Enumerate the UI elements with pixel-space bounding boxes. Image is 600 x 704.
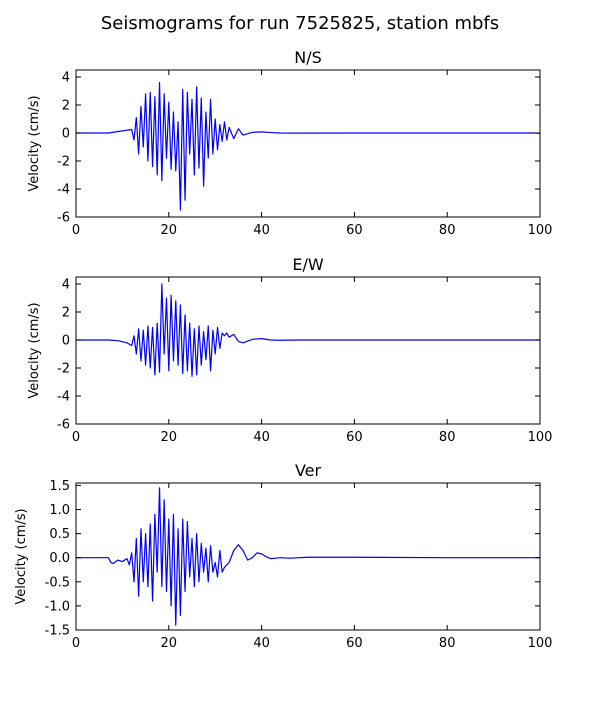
x-tick-label: 20 bbox=[161, 430, 178, 445]
x-tick-label: 60 bbox=[346, 636, 363, 651]
x-tick-label: 60 bbox=[346, 430, 363, 445]
x-tick-label: 0 bbox=[72, 223, 80, 238]
x-tick-label: 100 bbox=[528, 430, 553, 445]
x-tick-label: 80 bbox=[439, 223, 456, 238]
series-line-panel-2-1 bbox=[76, 283, 540, 377]
y-axis-label-1: Velocity (cm/s) bbox=[27, 95, 42, 191]
axes-frame-panel-1 bbox=[75, 69, 541, 218]
x-tick-label: 80 bbox=[439, 636, 456, 651]
x-tick-label: 80 bbox=[439, 430, 456, 445]
x-tick-label: 60 bbox=[346, 223, 363, 238]
y-tick-label: 0.5 bbox=[49, 527, 70, 542]
x-tick-label: 20 bbox=[161, 223, 178, 238]
y-tick-label: -6 bbox=[57, 211, 70, 226]
x-tick-label: 100 bbox=[528, 223, 553, 238]
panel-title-3: Ver bbox=[295, 461, 322, 480]
y-tick-label: 4 bbox=[62, 278, 70, 293]
y-axis-label-2: Velocity (cm/s) bbox=[27, 302, 42, 398]
y-tick-label: -0.5 bbox=[45, 575, 70, 590]
y-tick-label: 4 bbox=[62, 71, 70, 86]
y-axis-label-3: Velocity (cm/s) bbox=[14, 508, 29, 604]
series-line-panel-3-1 bbox=[76, 487, 540, 626]
axes-frame-panel-3 bbox=[75, 482, 541, 631]
x-tick-label: 40 bbox=[253, 223, 270, 238]
y-tick-label: -4 bbox=[57, 183, 70, 198]
y-tick-label: 0 bbox=[62, 127, 70, 142]
axes-frame-panel-2 bbox=[75, 276, 541, 425]
y-tick-label: -2 bbox=[57, 362, 70, 377]
y-tick-label: -4 bbox=[57, 390, 70, 405]
x-tick-label: 0 bbox=[72, 636, 80, 651]
y-tick-label: -2 bbox=[57, 155, 70, 170]
panel-title-1: N/S bbox=[294, 48, 322, 67]
y-tick-label: 0 bbox=[62, 334, 70, 349]
y-tick-label: 2 bbox=[62, 306, 70, 321]
y-tick-label: -6 bbox=[57, 418, 70, 433]
y-tick-label: 1.0 bbox=[49, 503, 70, 518]
figure-suptitle: Seismograms for run 7525825, station mbf… bbox=[101, 13, 499, 34]
series-line-panel-1-1 bbox=[76, 81, 540, 211]
x-tick-label: 100 bbox=[528, 636, 553, 651]
y-tick-label: 2 bbox=[62, 99, 70, 114]
x-tick-label: 40 bbox=[253, 430, 270, 445]
panel-title-2: E/W bbox=[292, 255, 324, 274]
y-tick-label: 1.5 bbox=[49, 479, 70, 494]
y-tick-label: -1.0 bbox=[45, 599, 70, 614]
x-tick-label: 40 bbox=[253, 636, 270, 651]
y-tick-label: -1.5 bbox=[45, 624, 70, 639]
x-tick-label: 0 bbox=[72, 430, 80, 445]
y-tick-label: 0.0 bbox=[49, 551, 70, 566]
x-tick-label: 20 bbox=[161, 636, 178, 651]
